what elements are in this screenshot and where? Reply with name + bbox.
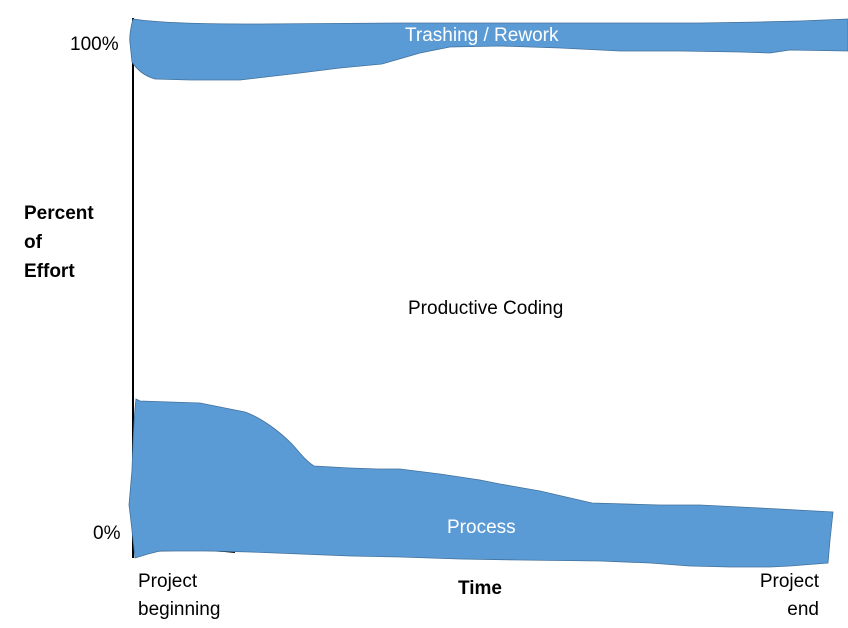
productive-coding-label: Productive Coding: [408, 298, 564, 319]
process-band: [128, 398, 834, 568]
x-start-line-1: Project: [138, 571, 198, 592]
trashing-rework-label: Trashing / Rework: [405, 25, 559, 46]
trashing-rework-band: [129, 18, 848, 81]
y-axis-label: Percent of Effort: [24, 199, 114, 286]
y-axis-label-line-3: Effort: [24, 261, 75, 282]
x-end-line-1: Project: [759, 571, 819, 592]
y-tick-100: 100%: [70, 34, 119, 55]
y-axis-label-line-1: Percent: [24, 203, 94, 224]
x-end-line-2: end: [787, 599, 819, 620]
y-tick-0: 0%: [93, 523, 121, 544]
x-axis-title: Time: [458, 578, 503, 599]
x-axis-start-label: Project beginning: [138, 568, 220, 624]
x-axis-end-label: Project end: [751, 568, 819, 624]
process-label: Process: [447, 517, 516, 538]
x-start-line-2: beginning: [138, 599, 221, 620]
y-axis-label-line-2: of: [24, 232, 42, 253]
